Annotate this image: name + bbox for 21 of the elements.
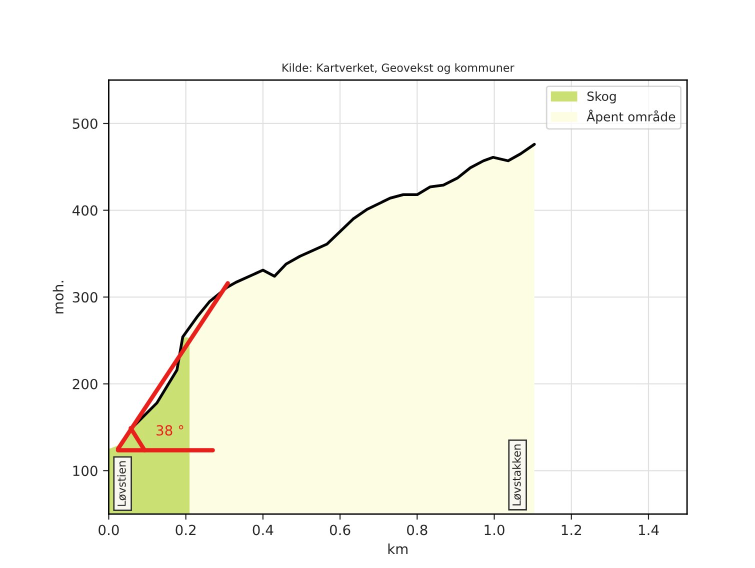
- x-tick-label: 0.6: [330, 524, 350, 536]
- y-tick-label: 500: [72, 118, 98, 129]
- x-axis-title: km: [388, 543, 408, 554]
- x-tick-label: 0.2: [176, 524, 196, 536]
- y-tick-label: 400: [72, 205, 98, 216]
- x-tick-label: 0.8: [407, 524, 428, 536]
- legend-label: Skog: [587, 91, 616, 104]
- x-tick-label: 1.4: [638, 524, 659, 536]
- legend-label: Åpent område: [586, 110, 676, 124]
- y-tick-label: 200: [72, 378, 98, 390]
- annotation: Løvstien: [117, 461, 126, 506]
- y-tick-label: 100: [73, 466, 98, 476]
- annotation: Løvstakken: [512, 444, 522, 506]
- chart-title: Kilde: Kartverket, Geovekst og kommuner: [282, 63, 514, 74]
- x-tick-label: 0.4: [252, 524, 274, 536]
- y-axis-title: moh.: [52, 280, 64, 314]
- x-tick-label: 0.0: [98, 524, 119, 536]
- annotation: 38 °: [156, 425, 184, 436]
- y-tick-label: 300: [72, 292, 98, 303]
- x-tick-label: 1.0: [484, 524, 504, 536]
- x-tick-label: 1.2: [562, 524, 582, 536]
